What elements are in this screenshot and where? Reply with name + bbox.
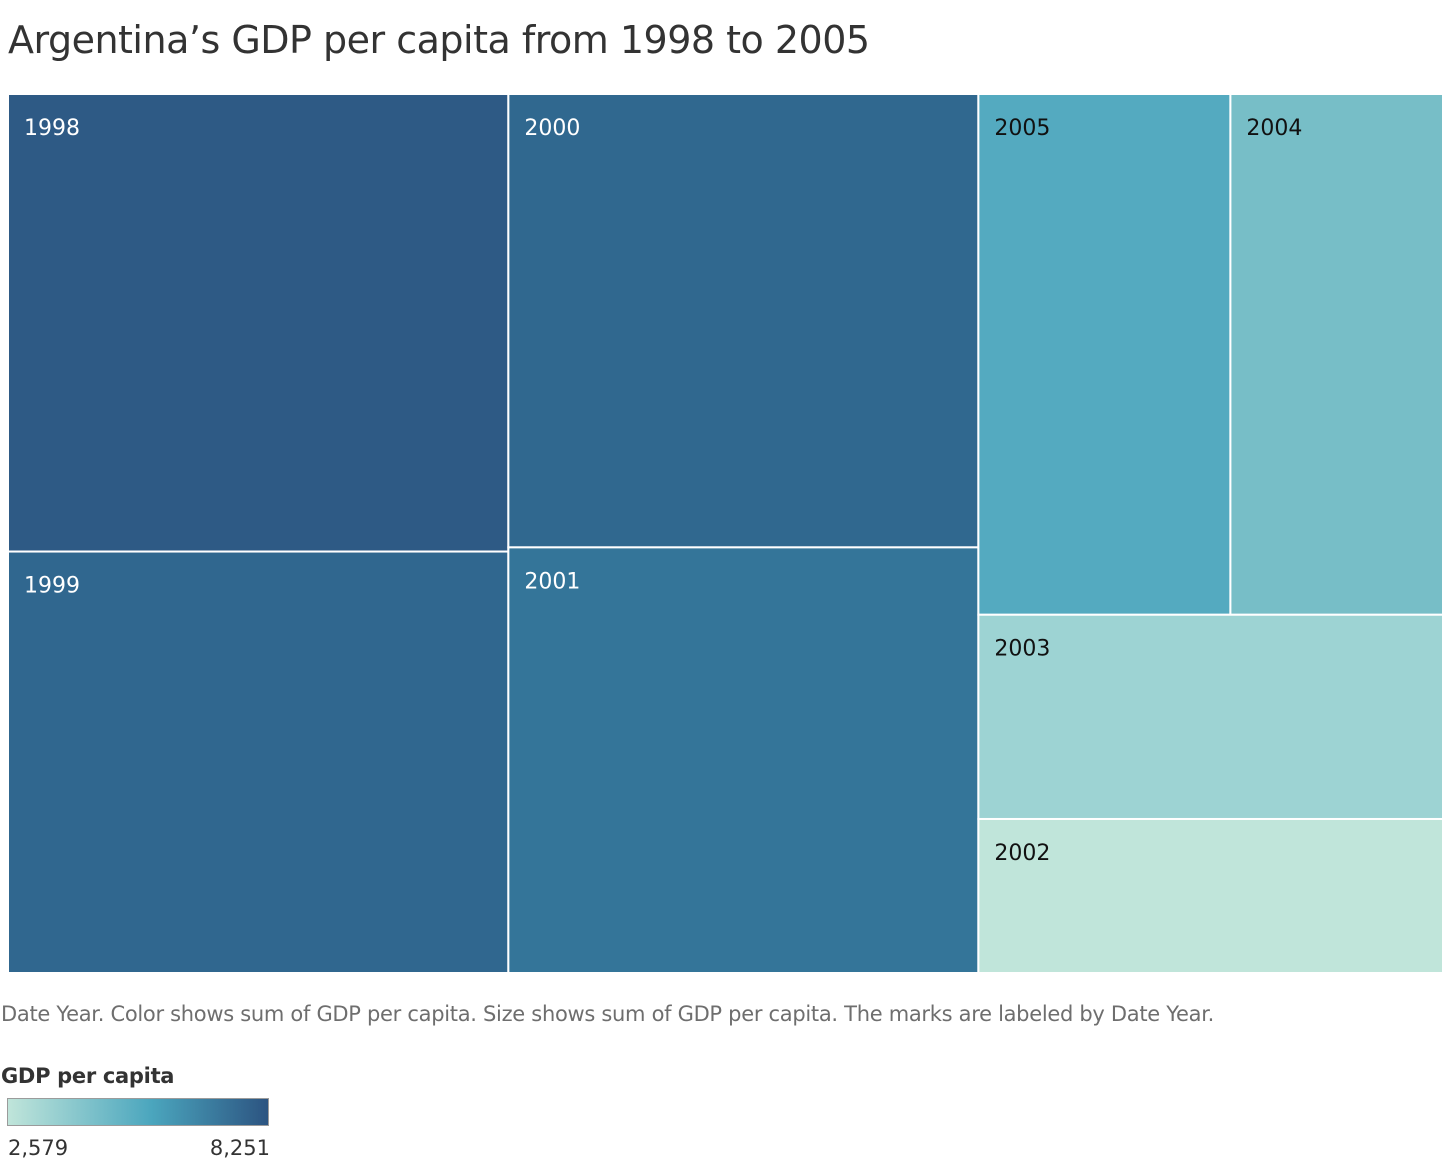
treemap-label-2005: 2005 <box>994 116 1050 141</box>
treemap-tile-2001[interactable]: 2001 <box>507 546 980 973</box>
legend-max-label: 8,251 <box>209 1136 270 1160</box>
treemap-label-2001: 2001 <box>524 569 580 594</box>
treemap-label-2004: 2004 <box>1246 116 1302 141</box>
treemap-tile-2004[interactable]: 2004 <box>1229 94 1443 616</box>
treemap-label-1999: 1999 <box>24 574 80 599</box>
treemap-label-1998: 1998 <box>24 116 80 141</box>
chart-caption: Date Year. Color shows sum of GDP per ca… <box>1 1002 1214 1026</box>
treemap-tile-1999[interactable]: 1999 <box>8 550 510 973</box>
treemap-tile-2003[interactable]: 2003 <box>977 613 1443 820</box>
treemap-tile-2000[interactable]: 2000 <box>507 94 980 549</box>
treemap-rect-2004[interactable] <box>1229 94 1443 616</box>
legend-color-ramp <box>7 1098 269 1126</box>
treemap-rect-1999[interactable] <box>8 550 510 973</box>
treemap-tile-2002[interactable]: 2002 <box>977 817 1443 973</box>
treemap-label-2000: 2000 <box>524 116 580 141</box>
treemap-chart: 1998 1999 2000 2001 2005 2004 2003 2002 <box>8 94 1443 973</box>
treemap-tile-1998[interactable]: 1998 <box>8 94 510 553</box>
treemap-rect-2003[interactable] <box>977 613 1443 820</box>
treemap-label-2003: 2003 <box>994 637 1050 662</box>
treemap-rect-2000[interactable] <box>507 94 980 549</box>
legend-title: GDP per capita <box>1 1064 175 1088</box>
treemap-rect-1998[interactable] <box>8 94 510 553</box>
chart-title: Argentina’s GDP per capita from 1998 to … <box>8 18 870 62</box>
treemap-rect-2001[interactable] <box>507 546 980 973</box>
treemap-rect-2002[interactable] <box>977 817 1443 973</box>
treemap-tile-2005[interactable]: 2005 <box>977 94 1232 616</box>
treemap-label-2002: 2002 <box>994 841 1050 866</box>
treemap-rect-2005[interactable] <box>977 94 1232 616</box>
legend-min-label: 2,579 <box>8 1136 69 1160</box>
